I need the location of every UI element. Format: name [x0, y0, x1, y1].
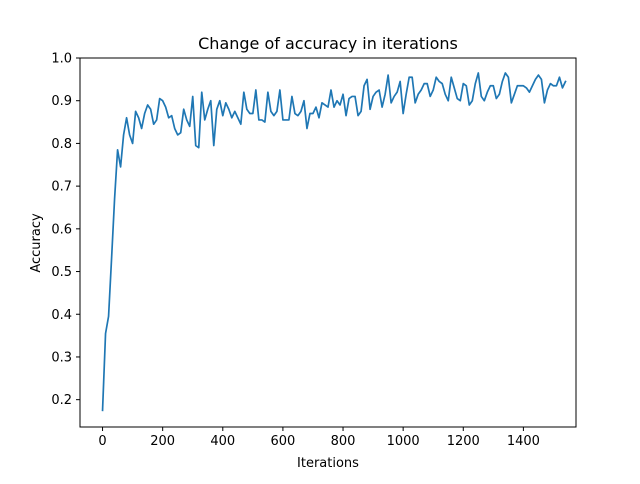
- x-tick-label: 1000: [387, 434, 420, 449]
- y-axis-title: Accuracy: [29, 213, 44, 273]
- plot-frame: [79, 57, 577, 428]
- x-tick-label: 800: [331, 434, 356, 449]
- y-tick-label: 0.7: [51, 180, 72, 195]
- y-tick-label: 1.0: [51, 52, 72, 67]
- x-tick-label: 1400: [507, 434, 540, 449]
- y-tick-label: 0.8: [51, 137, 72, 152]
- plot-area: [101, 72, 567, 412]
- y-tick-label: 0.6: [51, 222, 72, 237]
- x-axis-title: Iterations: [297, 456, 359, 471]
- x-tick-label: 0: [98, 434, 106, 449]
- y-tick-label: 0.4: [51, 308, 72, 323]
- accuracy-series-line: [101, 72, 567, 412]
- y-tick-label: 0.5: [51, 265, 72, 280]
- y-axis: 0.2 0.3 0.4 0.5 0.6 0.7 0.8 0.9 1.0: [51, 52, 80, 408]
- chart-title: Change of accuracy in iterations: [198, 34, 458, 53]
- x-axis: 0 200 400 600 800 1000 1200 1400: [98, 427, 540, 449]
- y-tick-label: 0.3: [51, 350, 72, 365]
- x-tick-label: 600: [270, 434, 295, 449]
- x-tick-label: 400: [210, 434, 235, 449]
- x-tick-label: 200: [150, 434, 175, 449]
- x-tick-label: 1200: [447, 434, 480, 449]
- y-tick-label: 0.2: [51, 393, 72, 408]
- y-tick-label: 0.9: [51, 94, 72, 109]
